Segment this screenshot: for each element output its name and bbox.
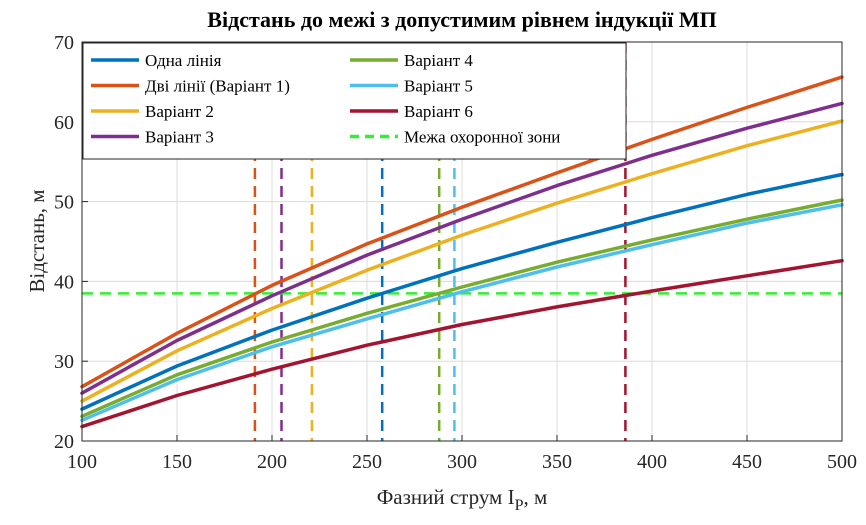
x-tick-label-350: 350 <box>542 451 572 473</box>
legend-box <box>82 42 627 160</box>
y-tick-label-20: 20 <box>54 431 74 453</box>
x-axis-label-subscript: P <box>515 497 524 514</box>
x-tick-labels: 100 150 200 250 300 350 400 450 500 <box>67 451 857 473</box>
x-axis-label-unit: , м <box>524 485 548 509</box>
series-line-6 <box>80 203 844 423</box>
y-tick-label-30: 30 <box>54 351 74 373</box>
legend-label-8: Межа охоронної зони <box>404 128 560 147</box>
series-line-1 <box>80 172 844 411</box>
y-tick-labels: 20 30 40 50 60 70 <box>54 32 74 453</box>
y-tick-label-70: 70 <box>54 32 74 54</box>
series-lines <box>80 75 844 429</box>
legend-label-5: Варіант 4 <box>404 51 473 70</box>
chart-title: Відстань до межі з допустимим рівнем інд… <box>207 7 716 32</box>
series-line-5 <box>80 198 844 419</box>
y-axis-label: Відстань, м <box>25 189 49 292</box>
x-tick-label-300: 300 <box>447 451 477 473</box>
plot-frame <box>81 41 843 442</box>
series-line-2 <box>80 75 844 389</box>
legend: Одна лінія Дві лінії (Варіант 1) Варіант 2… <box>82 42 627 160</box>
y-tick-label-60: 60 <box>54 112 74 134</box>
legend-label-3: Варіант 2 <box>145 102 214 121</box>
x-tick-label-400: 400 <box>637 451 667 473</box>
series-line-7 <box>80 258 844 429</box>
x-tick-label-500: 500 <box>827 451 857 473</box>
y-tick-label-50: 50 <box>54 192 74 214</box>
series-line-4 <box>80 101 844 395</box>
series-line-3 <box>80 119 844 403</box>
x-tick-label-100: 100 <box>67 451 97 473</box>
legend-label-1: Одна лінія <box>145 51 222 70</box>
legend-label-2: Дві лінії (Варіант 1) <box>145 77 290 96</box>
x-tick-label-250: 250 <box>352 451 382 473</box>
x-tick-label-450: 450 <box>732 451 762 473</box>
x-tick-label-150: 150 <box>162 451 192 473</box>
x-tick-label-200: 200 <box>257 451 287 473</box>
x-axis-label: Фазний струм IP, м <box>377 485 548 514</box>
legend-label-6: Варіант 5 <box>404 77 473 96</box>
x-axis-label-main: Фазний струм I <box>377 485 515 509</box>
y-tick-label-40: 40 <box>54 271 74 293</box>
legend-label-7: Варіант 6 <box>404 102 473 121</box>
legend-label-4: Варіант 3 <box>145 128 214 147</box>
